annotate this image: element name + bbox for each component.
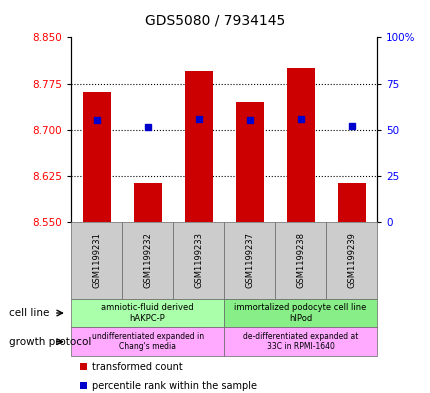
Text: growth protocol: growth protocol	[9, 337, 91, 347]
Text: percentile rank within the sample: percentile rank within the sample	[92, 380, 256, 391]
Text: transformed count: transformed count	[92, 362, 182, 372]
Bar	[83, 92, 111, 222]
Text: GSM1199239: GSM1199239	[346, 232, 355, 288]
Text: immortalized podocyte cell line
hIPod: immortalized podocyte cell line hIPod	[234, 303, 366, 323]
Text: GSM1199237: GSM1199237	[245, 232, 254, 288]
Text: cell line: cell line	[9, 308, 49, 318]
Text: undifferentiated expanded in
Chang's media: undifferentiated expanded in Chang's med…	[91, 332, 203, 351]
Bar	[133, 183, 161, 222]
Text: de-differentiated expanded at
33C in RPMI-1640: de-differentiated expanded at 33C in RPM…	[243, 332, 357, 351]
Bar	[235, 102, 263, 222]
Bar	[184, 71, 212, 222]
Text: GSM1199238: GSM1199238	[295, 232, 304, 288]
Text: GDS5080 / 7934145: GDS5080 / 7934145	[145, 14, 285, 28]
Text: amniotic-fluid derived
hAKPC-P: amniotic-fluid derived hAKPC-P	[101, 303, 194, 323]
Text: GSM1199231: GSM1199231	[92, 232, 101, 288]
Bar	[286, 68, 314, 222]
Text: GSM1199233: GSM1199233	[194, 232, 203, 288]
Text: GSM1199232: GSM1199232	[143, 232, 152, 288]
Bar	[337, 183, 365, 222]
